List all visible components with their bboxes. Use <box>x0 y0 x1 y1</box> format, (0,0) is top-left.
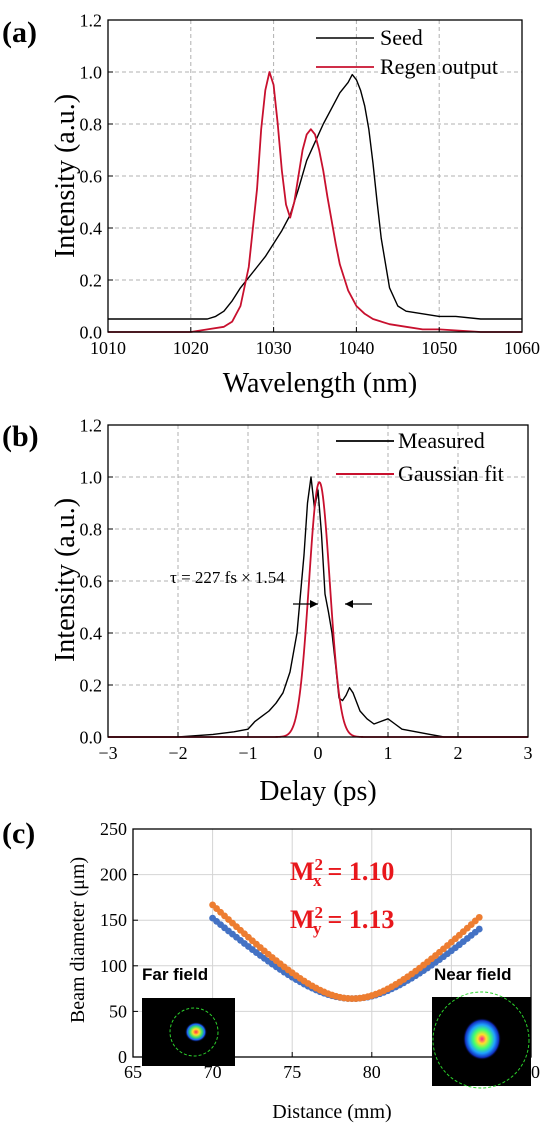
panel-c-series <box>209 901 483 1003</box>
legend-label-measured: Measured <box>398 428 485 453</box>
series-line-regen-output <box>108 71 522 333</box>
y-tick-label: 1.0 <box>80 62 103 82</box>
panel-a-xlabel: Wavelength (nm) <box>223 368 417 399</box>
near-field-label: Near field <box>434 965 511 984</box>
y-tick-label: 0.8 <box>80 519 103 539</box>
y-tick-label: 0.2 <box>80 675 103 695</box>
near-field-image <box>432 991 531 1089</box>
far-field-aperture-circle <box>169 1007 219 1057</box>
y-tick-label: 0 <box>118 1047 127 1067</box>
panel-c-beam-quality-chart: 657075808590050100150200250 (c) Distance… <box>2 817 540 1123</box>
x-tick-label: 2 <box>454 743 463 763</box>
y-tick-label: 0.2 <box>80 270 103 290</box>
x-tick-label: 3 <box>524 743 533 763</box>
x-tick-label: 1010 <box>90 338 126 358</box>
m2y-value: = 1.13 <box>328 905 395 934</box>
panel-b-legend: Measured Gaussian fit <box>336 428 504 486</box>
m2y-annotation: M2 y = 1.13 <box>290 903 394 938</box>
panel-c-frame <box>132 828 532 1058</box>
scatter-point-blue <box>475 925 483 933</box>
m2x-sup: 2 <box>315 855 324 874</box>
y-tick-label: 50 <box>109 1001 127 1021</box>
panel-a-ticks: 1010 1020 1030 1040 1050 1060 0.0 0.2 0.4 0.6 0.8 1… <box>80 10 541 358</box>
x-tick-label: 80 <box>363 1062 381 1082</box>
panel-b-ylabel: Intensity (a.u.) <box>50 498 81 662</box>
x-tick-label: 1 <box>384 743 393 763</box>
y-tick-label: 150 <box>100 910 127 930</box>
panel-c-xlabel: Distance (mm) <box>272 1101 391 1123</box>
panel-a-ylabel: Intensity (a.u.) <box>50 94 81 258</box>
y-tick-label: 1.2 <box>80 415 103 435</box>
scatter-point-orange <box>475 913 483 921</box>
y-tick-label: 0.4 <box>80 218 103 238</box>
legend-label-gaussian: Gaussian fit <box>398 461 504 486</box>
m2y-sub: y <box>313 919 322 938</box>
y-tick-label: 0.6 <box>80 571 103 591</box>
y-tick-label: 250 <box>100 819 127 839</box>
x-tick-label: 0 <box>314 743 323 763</box>
near-field-aperture-circle <box>432 991 530 1089</box>
y-tick-label: 0.6 <box>80 166 103 186</box>
x-tick-label: 75 <box>283 1062 301 1082</box>
x-tick-label: 1030 <box>256 338 292 358</box>
legend-label-regen: Regen output <box>380 54 498 79</box>
panel-c-label: (c) <box>2 817 35 850</box>
panel-a-spectrum-chart: 1010 1020 1030 1040 1050 1060 0.0 0.2 0.4 0.6 0.8 1… <box>2 10 540 399</box>
far-field-beam-spot <box>185 1022 207 1042</box>
series-line-measured <box>108 476 528 738</box>
y-tick-label: 0.8 <box>80 114 103 134</box>
y-tick-label: 0.0 <box>80 727 103 747</box>
y-tick-label: 1.0 <box>80 467 103 487</box>
legend-label-seed: Seed <box>380 25 423 50</box>
panel-b-xlabel: Delay (ps) <box>259 776 376 807</box>
y-tick-label: 100 <box>100 956 127 976</box>
far-field-label: Far field <box>142 965 208 984</box>
panel-c-ylabel: Beam diameter (μm) <box>67 857 89 1023</box>
x-tick-label: −2 <box>168 743 187 763</box>
x-tick-label: 1020 <box>173 338 209 358</box>
x-tick-label: 1060 <box>504 338 540 358</box>
near-field-beam-spot <box>463 1018 501 1060</box>
y-tick-label: 200 <box>100 865 127 885</box>
panel-a-grid <box>108 20 522 332</box>
panel-b-ticks: −3 −2 −1 0 1 2 3 0.0 0.2 0.4 0.6 0.8 1.0 1.2 <box>80 415 533 763</box>
m2y-base: M <box>290 905 315 934</box>
panel-b-grid <box>108 425 528 737</box>
x-tick-label: 1050 <box>421 338 457 358</box>
series-line-seed <box>108 73 522 320</box>
m2x-sub: x <box>313 871 322 890</box>
pulse-width-annotation: τ = 227 fs × 1.54 <box>170 568 285 587</box>
y-tick-label: 1.2 <box>80 10 103 30</box>
m2x-base: M <box>290 857 315 886</box>
far-field-image <box>142 998 235 1066</box>
m2x-value: = 1.10 <box>328 857 395 886</box>
x-tick-label: 65 <box>124 1062 142 1082</box>
x-tick-label: −3 <box>98 743 117 763</box>
panel-a-legend: Seed Regen output <box>316 25 498 79</box>
x-tick-label: 70 <box>204 1062 222 1082</box>
panel-b-autocorrelation-chart: −3 −2 −1 0 1 2 3 0.0 0.2 0.4 0.6 0.8 1.0 1.2 (b) Dela… <box>2 415 533 807</box>
x-tick-label: −1 <box>238 743 257 763</box>
m2x-annotation: M2 x = 1.10 <box>290 855 394 890</box>
fwhm-arrowhead-right <box>345 600 353 608</box>
m2y-sup: 2 <box>315 903 324 922</box>
fwhm-arrowhead-left <box>310 600 318 608</box>
y-tick-label: 0.0 <box>80 322 103 342</box>
y-tick-label: 0.4 <box>80 623 103 643</box>
x-tick-label: 1040 <box>338 338 374 358</box>
panel-a-series <box>108 71 522 333</box>
panel-a-label: (a) <box>2 16 37 49</box>
panel-b-label: (b) <box>2 420 39 453</box>
fwhm-annotation: τ = 227 fs × 1.54 <box>170 568 372 608</box>
